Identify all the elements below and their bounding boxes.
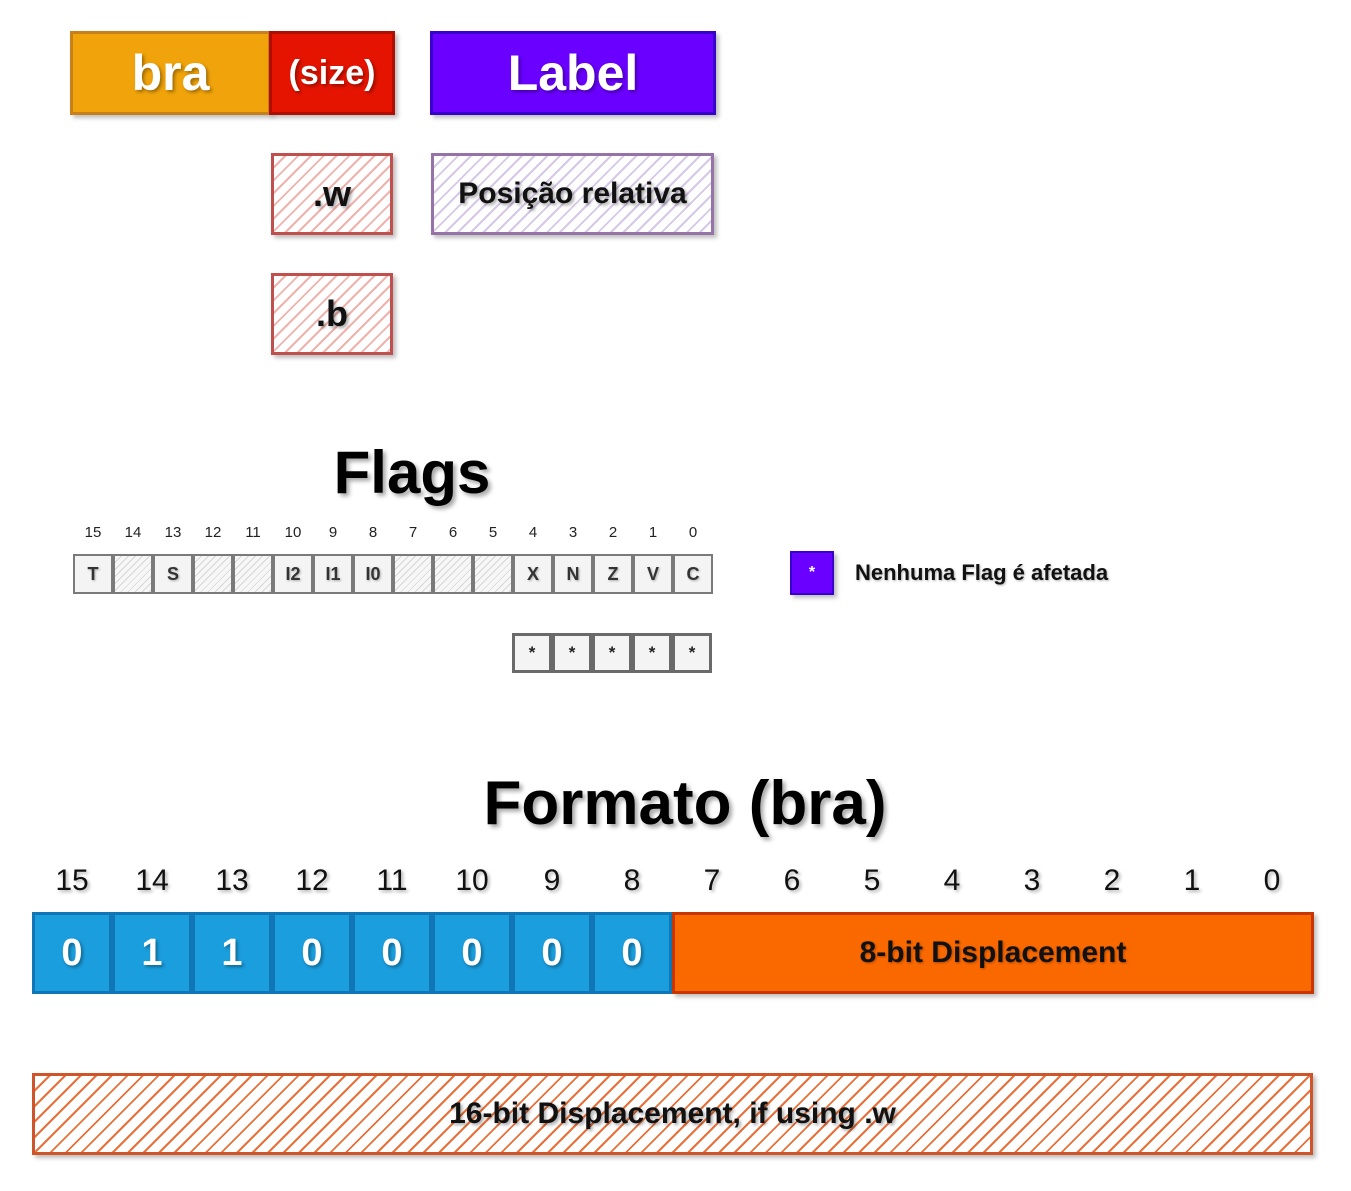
flag-effect-cell: * [632,633,672,673]
flag-bit-number: 15 [84,524,102,541]
flag-cell-unused [393,554,433,594]
flag-effect-cell: * [672,633,712,673]
size-label: (size) [288,53,376,92]
flag-bit-number: 2 [608,524,618,541]
flag-cell-x: X [513,554,553,594]
flag-cell-unused [433,554,473,594]
size-box: (size) [269,31,395,115]
flag-cell-i0: I0 [353,554,393,594]
displacement-8-box: 8-bit Displacement [672,912,1314,994]
flag-bit-number: 8 [368,524,378,541]
format-bit-number: 11 [376,864,408,897]
flag-bit-number: 12 [204,524,222,541]
flag-cell-i2: I2 [273,554,313,594]
opcode-bit-cell: 0 [432,912,512,994]
flag-cell-s: S [153,554,193,594]
format-bit-number: 7 [703,864,721,897]
flag-bit-number: 14 [124,524,142,541]
flag-bit-number: 7 [408,524,418,541]
format-bit-number: 3 [1023,864,1041,897]
size-w-box: .w [271,153,393,235]
format-bit-number: 13 [215,864,249,897]
flag-cell-t: T [73,554,113,594]
format-bit-number: 14 [135,864,169,897]
flag-cell-unused [233,554,273,594]
flag-bit-number: 5 [488,524,498,541]
flag-cell-c: C [673,554,713,594]
format-bit-number: 1 [1183,864,1201,897]
format-bit-number: 10 [455,864,489,897]
flag-cell-unused [113,554,153,594]
size-w-label: .w [312,173,351,214]
displacement-16-label: 16-bit Displacement, if using .w [449,1097,896,1130]
format-title: Formato (bra) [483,769,887,838]
flag-bit-number: 1 [648,524,658,541]
operand-box: Label [430,31,716,115]
flag-cell-n: N [553,554,593,594]
format-bit-number: 9 [543,864,561,897]
opcode-bit-cell: 1 [112,912,192,994]
format-bit-number: 12 [295,864,329,897]
opcode-bit-cell: 1 [192,912,272,994]
flag-bit-number: 10 [284,524,302,541]
format-bit-number: 8 [623,864,641,897]
format-bit-number: 5 [863,864,881,897]
format-bit-number: 4 [943,864,961,897]
format-bit-number: 0 [1263,864,1281,897]
flag-bit-number: 0 [688,524,698,541]
flag-effect-cell: * [592,633,632,673]
mnemonic-label: bra [131,45,210,101]
opcode-bit-cell: 0 [272,912,352,994]
flag-bit-number: 4 [528,524,538,541]
opcode-bit-cell: 0 [592,912,672,994]
legend-symbol: * [808,564,816,581]
flag-bit-number: 11 [245,524,261,541]
flag-bit-number: 6 [448,524,458,541]
legend-swatch: * [790,551,834,595]
flag-cell-i1: I1 [313,554,353,594]
flag-bit-number: 13 [164,524,182,541]
flags-title: Flags [333,439,491,506]
format-bit-number: 6 [783,864,801,897]
flag-cell-z: Z [593,554,633,594]
flag-cell-unused [193,554,233,594]
opcode-bit-cell: 0 [352,912,432,994]
opcode-bit-cell: 0 [32,912,112,994]
size-b-box: .b [271,273,393,355]
size-b-label: .b [316,293,348,334]
displacement-8-label: 8-bit Displacement [859,936,1127,969]
displacement-16-box: 16-bit Displacement, if using .w [32,1073,1313,1155]
operand-label: Label [507,45,639,101]
flag-effect-cell: * [512,633,552,673]
flag-bit-number: 9 [328,524,338,541]
opcode-bit-cell: 0 [512,912,592,994]
flag-bit-number: 3 [568,524,578,541]
legend-text: Nenhuma Flag é afetada [855,560,1109,585]
operand-desc-box: Posição relativa [431,153,714,235]
operand-desc-label: Posição relativa [458,177,687,210]
format-bit-number: 15 [55,864,89,897]
flag-cell-v: V [633,554,673,594]
flag-effect-cell: * [552,633,592,673]
flag-cell-unused [473,554,513,594]
format-bit-number: 2 [1103,864,1121,897]
mnemonic-box: bra [70,31,271,115]
